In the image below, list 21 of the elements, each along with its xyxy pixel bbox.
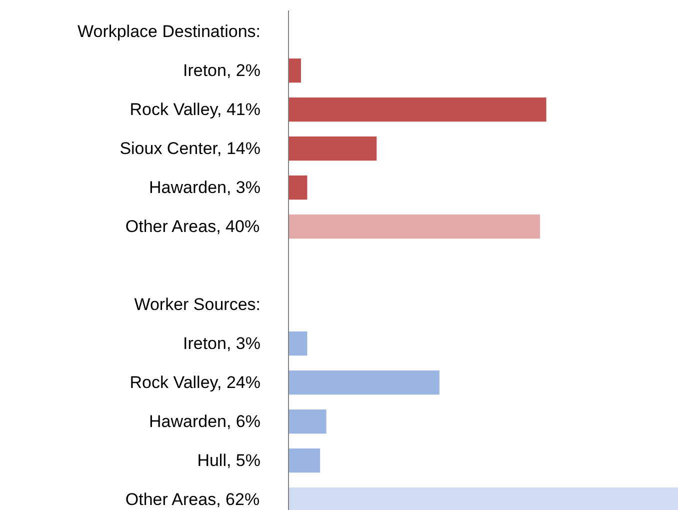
text: Worker Sources: xyxy=(134,295,260,314)
bar xyxy=(288,214,540,239)
y-tick-label: Other Areas, 62% xyxy=(125,490,260,510)
bar xyxy=(288,409,326,434)
bar xyxy=(288,136,377,161)
y-tick-label: Rock Valley, 41% xyxy=(130,100,261,120)
y-tick-label: Hawarden, 6% xyxy=(148,412,261,432)
text: Workplace Destinations: xyxy=(78,22,261,42)
y-tick-label: Rock Valley, 24% xyxy=(130,373,261,392)
bar xyxy=(288,448,320,473)
bar xyxy=(288,58,301,83)
bar xyxy=(288,97,546,122)
y-tick-label: Hull, 5% xyxy=(197,451,261,470)
bar xyxy=(288,331,308,356)
y-tick-label: Other Areas, 40% xyxy=(125,217,260,236)
bar xyxy=(288,370,440,395)
y-tick-label: Hawarden, 3% xyxy=(148,178,261,198)
bar xyxy=(288,175,308,200)
y-tick-label: Sioux Center, 14% xyxy=(120,139,261,158)
y-tick-label: Ireton, 3% xyxy=(183,334,261,354)
y-tick-label: Ireton, 2% xyxy=(183,61,261,80)
